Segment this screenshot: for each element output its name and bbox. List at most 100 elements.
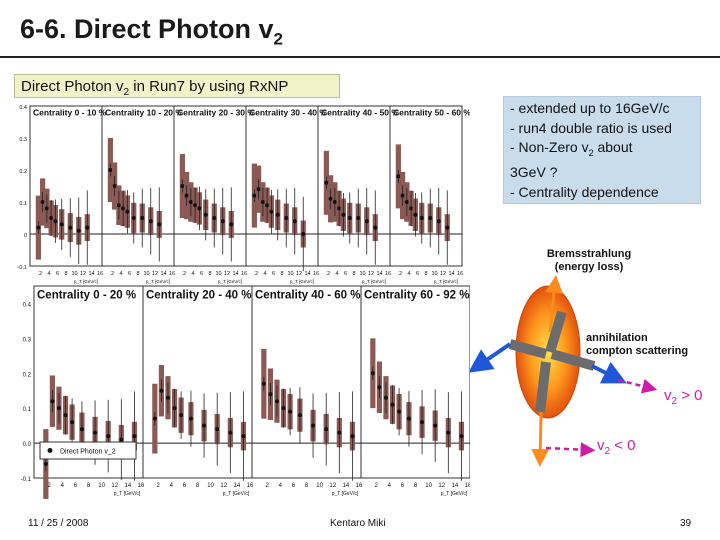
x-tick-label: 8	[305, 483, 309, 489]
data-point	[56, 406, 61, 411]
data-point	[324, 180, 329, 185]
data-point	[188, 200, 193, 204]
data-point	[311, 423, 316, 428]
v2-positive-post: > 0	[677, 387, 703, 404]
x-axis-label: p_T [GeV/c]	[434, 279, 458, 284]
data-point	[125, 209, 130, 214]
data-point	[459, 434, 464, 439]
x-tick-label: 16	[169, 271, 175, 277]
blue-photon-arrow-right	[591, 361, 627, 384]
data-point	[179, 413, 184, 418]
data-point	[356, 216, 361, 220]
x-tick-label: 10	[316, 483, 323, 489]
x-tick-label: 14	[304, 271, 310, 277]
x-tick-label: 2	[111, 271, 114, 277]
data-point	[284, 216, 289, 220]
subtitle-subscript: 2	[123, 87, 130, 98]
data-point	[44, 206, 49, 211]
x-axis-label: p_T [GeV/c]	[332, 491, 359, 497]
note-line-2: - run4 double ratio is used	[510, 119, 672, 136]
data-point	[119, 437, 124, 442]
data-point	[275, 212, 280, 217]
subtitle-text: Direct Photon v	[21, 78, 124, 95]
compton-text: compton scattering	[586, 345, 689, 357]
data-point	[350, 434, 355, 439]
data-point	[269, 209, 274, 214]
data-point	[70, 420, 75, 425]
annihilation-label: annihilation compton scattering	[586, 332, 702, 358]
x-axis-label: p_T [GeV/c]	[114, 491, 141, 497]
bremsstrahlung-text: Bremsstrahlung	[546, 248, 632, 260]
x-tick-label: 4	[263, 271, 266, 277]
orange-arrow-up	[545, 275, 564, 333]
x-tick-label: 6	[401, 483, 405, 489]
centrality-label: Centrality 20 - 30 %	[177, 108, 255, 118]
centrality-label: Centrality 0 - 10 %	[33, 108, 107, 118]
y-tick-label: 0.1	[19, 201, 27, 207]
data-point	[132, 434, 137, 439]
x-tick-label: 10	[143, 271, 149, 277]
centrality-label: Centrality 60 - 92 %	[364, 290, 469, 302]
data-point	[50, 399, 55, 404]
y-tick-label: -0.1	[21, 477, 32, 483]
x-tick-label: 16	[97, 271, 103, 277]
centrality-label: Centrality 20 - 40 %	[146, 290, 251, 302]
x-tick-label: 10	[71, 271, 77, 277]
gray-arrow-right	[550, 349, 596, 371]
slide-title-text: 6-6. Direct Photon v	[20, 14, 274, 44]
y-tick-label: 0.3	[19, 137, 27, 143]
data-point	[428, 216, 433, 220]
x-tick-label: 14	[160, 271, 166, 277]
legend-box	[39, 441, 137, 460]
x-tick-label: 6	[183, 483, 187, 489]
x-tick-label: 10	[98, 483, 105, 489]
title-divider	[0, 56, 720, 58]
data-point	[436, 219, 441, 224]
footer-author: Kentaro Miki	[330, 518, 386, 529]
x-tick-label: 14	[448, 271, 454, 277]
data-point	[261, 381, 266, 386]
x-tick-label: 12	[438, 483, 445, 489]
x-tick-label: 4	[279, 483, 283, 489]
data-point	[106, 434, 111, 439]
x-tick-label: 6	[56, 271, 59, 277]
x-tick-label: 6	[272, 271, 275, 277]
x-tick-label: 4	[388, 483, 392, 489]
x-tick-label: 8	[208, 271, 211, 277]
x-tick-label: 10	[207, 483, 214, 489]
data-point	[373, 225, 378, 230]
note-line-3-post: about	[593, 139, 633, 155]
data-point	[152, 416, 157, 421]
x-tick-label: 16	[356, 483, 363, 489]
data-point	[180, 184, 185, 188]
centrality-label: Centrality 40 - 50 %	[321, 108, 399, 118]
v2-negative-sub: 2	[604, 446, 611, 457]
x-axis-label: p_T [GeV/c]	[146, 279, 170, 284]
x-tick-label: 4	[170, 483, 174, 489]
x-tick-label: 16	[457, 271, 463, 277]
x-tick-label: 16	[313, 271, 319, 277]
data-point	[383, 395, 388, 400]
data-point	[203, 212, 208, 217]
data-point	[413, 212, 418, 217]
data-point	[184, 193, 189, 198]
gray-arrow-up	[545, 310, 567, 354]
data-point	[377, 385, 382, 390]
data-point	[215, 427, 220, 432]
x-axis-label: p_T [GeV/c]	[223, 491, 250, 497]
x-tick-label: 8	[136, 271, 139, 277]
data-point	[202, 423, 207, 428]
x-tick-label: 4	[407, 271, 410, 277]
data-point	[328, 196, 333, 201]
data-point	[406, 416, 411, 421]
y-tick-label: 0.4	[23, 302, 32, 308]
y-tick-label: 0.3	[23, 337, 32, 343]
legend-label: Direct Photon v_2	[60, 449, 116, 456]
data-point	[252, 193, 257, 198]
data-point	[59, 222, 64, 227]
data-point	[165, 395, 170, 400]
data-point	[172, 406, 177, 411]
note-line-3: - Non-Zero v2 about	[510, 138, 694, 163]
x-tick-label: 12	[368, 271, 374, 277]
data-point	[197, 206, 202, 211]
